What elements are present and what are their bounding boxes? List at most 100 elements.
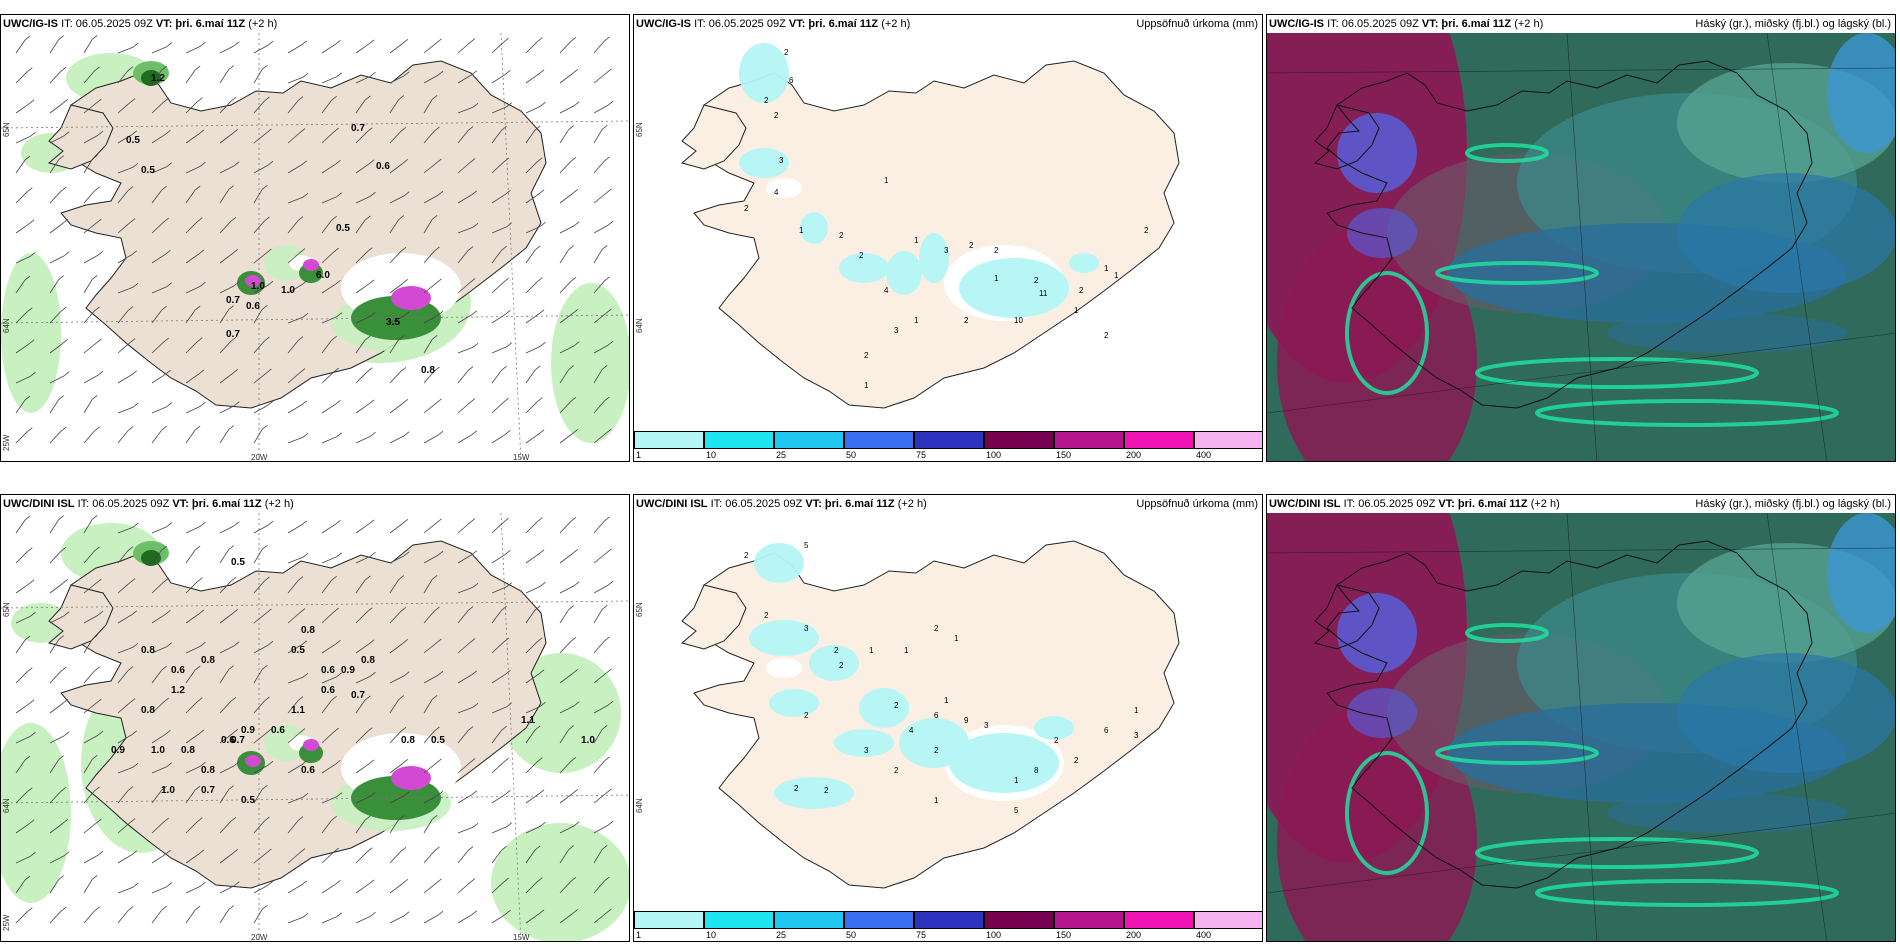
wind-barb	[525, 281, 538, 294]
wind-barb-flag	[297, 816, 304, 821]
wind-barb-flag	[537, 397, 543, 402]
accum-precip-1mm-area	[809, 645, 859, 681]
wind-barb	[49, 159, 60, 174]
precip-value-label: 0.6	[321, 665, 335, 676]
wind-barb	[423, 699, 433, 714]
wind-barb-flag	[91, 34, 98, 40]
accum-value-label: 1	[954, 634, 959, 643]
wind-barb	[219, 309, 230, 324]
wind-barb	[389, 251, 402, 264]
wind-barb	[151, 133, 166, 144]
precip-value-label: 0.6	[321, 685, 335, 696]
wind-barb-flag	[501, 125, 507, 131]
longitude-line	[500, 33, 522, 461]
wind-barb	[593, 849, 603, 864]
wind-barb	[287, 700, 299, 714]
wind-barb	[559, 161, 572, 174]
accum-value-label: 2	[784, 48, 789, 57]
wind-barb	[389, 851, 402, 864]
colorbar-swatch	[1054, 431, 1124, 449]
wind-barb-flag	[91, 754, 98, 760]
wind-barb-flag	[402, 639, 409, 644]
wind-barb-flag	[166, 162, 172, 168]
wind-barb	[389, 523, 404, 534]
wind-barb-flag	[301, 640, 307, 646]
wind-barb	[151, 253, 166, 264]
accum-value-label: 2	[969, 241, 974, 250]
projection-line	[1566, 513, 1598, 941]
mid-cloud-area	[1827, 513, 1895, 633]
wind-barb-flag	[58, 755, 64, 760]
wind-barb	[457, 914, 472, 924]
wind-barb	[15, 39, 26, 54]
wind-barb-flag	[471, 550, 477, 556]
lon-25-label: 25W	[2, 914, 11, 931]
wind-barb	[83, 279, 93, 294]
latitude-line	[1, 794, 629, 804]
accum-value-label: 1	[934, 796, 939, 805]
wind-barb-flag	[469, 278, 476, 283]
accum-value-label: 2	[864, 351, 869, 360]
wind-barb	[185, 853, 200, 864]
panel-igis-accum-precip: UWC/IG-IS IT: 06.05.2025 09Z VT: þri. 6.…	[633, 14, 1263, 462]
wind-barb	[355, 43, 370, 54]
wind-barb-flag	[331, 95, 337, 101]
wind-barb-flag	[30, 371, 36, 377]
wind-barb-flag	[540, 821, 546, 827]
wind-barb	[49, 71, 62, 84]
wind-barb	[117, 102, 131, 114]
colorbar-label: 25	[776, 450, 787, 460]
wind-barb-flag	[301, 520, 307, 526]
wind-barb	[287, 556, 304, 564]
wind-barb-flag	[335, 759, 341, 765]
wind-barb-flag	[161, 905, 167, 911]
wind-barb	[491, 826, 507, 834]
accum-value-label: 2	[1144, 226, 1149, 235]
wind-barb-flag	[58, 395, 64, 400]
wind-barb-flag	[261, 64, 268, 70]
heavy-precip-area	[303, 259, 319, 271]
wind-barb-flag	[331, 215, 337, 221]
wind-barb	[525, 641, 538, 654]
wind-barb-flag	[302, 432, 309, 438]
wind-barb	[185, 165, 201, 174]
wind-barb	[49, 911, 62, 924]
wind-barb-flag	[540, 701, 546, 707]
wind-barb	[15, 583, 30, 594]
wind-barb-flag	[58, 275, 64, 280]
wind-barb-flag	[537, 877, 543, 882]
heavy-precip-area	[303, 739, 319, 751]
wind-barb-flag	[161, 785, 167, 791]
precip-value-label: 0.7	[226, 295, 240, 306]
wind-barb	[423, 794, 439, 804]
wind-barb-flag	[398, 95, 404, 100]
wind-barb-flag	[94, 426, 100, 432]
wind-barb-flag	[505, 429, 511, 435]
wind-barb	[151, 166, 167, 174]
accum-value-label: 2	[774, 111, 779, 120]
wind-barb-flag	[96, 818, 102, 824]
westfjords-land	[47, 104, 114, 170]
wind-barb	[321, 916, 337, 924]
precip-value-label: 1.1	[521, 715, 535, 726]
colorbar-swatch	[1124, 431, 1194, 449]
wind-barb	[287, 132, 301, 144]
colorbar-label: 1	[636, 930, 642, 940]
wind-barb	[185, 701, 198, 714]
wind-barb-flag	[127, 66, 134, 71]
wind-barb-flag	[264, 216, 270, 222]
wind-barb	[49, 375, 65, 384]
colorbar-swatch	[1194, 431, 1262, 449]
wind-barb	[117, 582, 131, 594]
wind-barb	[389, 403, 404, 414]
wind-barb-flag	[574, 221, 580, 227]
wind-barb	[423, 914, 439, 924]
wind-barb	[423, 99, 433, 114]
wind-barb	[559, 345, 575, 354]
wind-barb	[423, 282, 437, 294]
wind-barb-flag	[506, 102, 512, 108]
wind-barb-flag	[471, 70, 477, 76]
wind-barb-flag	[194, 785, 201, 791]
precip-value-label: 0.8	[201, 655, 215, 666]
wind-barb-flag	[127, 426, 134, 431]
